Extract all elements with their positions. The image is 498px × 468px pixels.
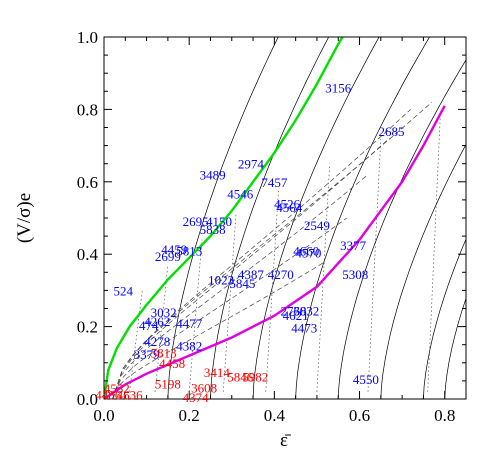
y-tick-label: 0.8 (77, 100, 98, 119)
galaxy-label-524: 524 (113, 283, 133, 298)
galaxy-label-4382: 4382 (176, 338, 202, 353)
model-line-solid (423, 238, 466, 399)
galaxy-label-4550: 4550 (353, 372, 379, 387)
galaxy-label-4552: 4552 (104, 381, 130, 396)
galaxy-label-3608: 3608 (191, 380, 217, 395)
galaxy-label-4278: 4278 (144, 334, 170, 349)
galaxy-label-7457: 7457 (261, 175, 288, 190)
galaxy-label-2695: 2695 (183, 214, 209, 229)
galaxy-label-4660: 4660 (293, 244, 319, 259)
y-tick-label: 0.6 (77, 173, 98, 192)
model-line-dashed (112, 109, 411, 399)
galaxy-label-3032: 3032 (151, 305, 177, 320)
model-line-solid (337, 59, 466, 399)
y-axis-label: (V/σ)e (14, 193, 35, 243)
galaxy-label-3032: 3032 (293, 303, 319, 318)
model-line-solid (252, 37, 380, 399)
galaxy-label-4546: 4546 (227, 187, 254, 202)
y-tick-label: 1.0 (77, 28, 98, 47)
model-lines (112, 37, 466, 399)
galaxy-label-4564: 4564 (276, 200, 303, 215)
model-line-solid (295, 37, 430, 399)
galaxy-label-3414: 3414 (204, 365, 231, 380)
galaxy-label-4486: 4486 (95, 387, 122, 402)
galaxy-label-4459: 4459 (161, 242, 187, 257)
x-tick-label: 0.4 (264, 406, 286, 425)
y-tick-label: 0.2 (77, 318, 98, 337)
galaxy-label-3489: 3489 (200, 168, 226, 183)
galaxy-label-2685: 2685 (379, 124, 405, 139)
galaxy-label-4387: 4387 (238, 267, 265, 282)
galaxy-label-4458: 4458 (159, 356, 185, 371)
model-line-solid (380, 143, 466, 399)
model-line-dotted (129, 290, 143, 392)
galaxy-label-5846: 5846 (227, 370, 254, 385)
model-line-solid (444, 297, 466, 399)
galaxy-label-4570: 4570 (295, 245, 321, 260)
galaxy-label-4636: 4636 (117, 387, 144, 402)
galaxy-label-474: 474 (139, 318, 159, 333)
galaxy-label-3377: 3377 (340, 238, 367, 253)
y-tick-label: 0.4 (77, 245, 99, 264)
model-line-dashed (112, 174, 369, 399)
galaxy-label-5308: 5308 (342, 267, 368, 282)
x-tick-label: 0.2 (179, 406, 200, 425)
galaxy-label-5198: 5198 (155, 376, 181, 391)
x-axis-label: ε̄ (280, 430, 291, 451)
model-line-dotted (265, 188, 279, 392)
model-line-dashed (112, 101, 433, 399)
galaxy-label-3379: 3379 (134, 347, 160, 362)
x-tick-label: 0.0 (93, 406, 114, 425)
galaxy-label-2974: 2974 (238, 157, 265, 172)
highlight-curves (104, 37, 446, 399)
galaxy-label-4477: 4477 (176, 316, 203, 331)
x-tick-label: 0.8 (434, 406, 455, 425)
galaxy-label-4270: 4270 (268, 267, 294, 282)
x-tick-label: 0.6 (349, 406, 370, 425)
y-tick-label: 0.0 (77, 390, 98, 409)
model-line-dotted (367, 138, 382, 392)
galaxy-label-2549: 2549 (304, 218, 330, 233)
model-line-dashed (112, 138, 390, 399)
galaxy-label-5813: 5813 (176, 244, 202, 259)
galaxy-label-4150: 4150 (206, 214, 232, 229)
galaxy-label-5813: 5813 (151, 346, 177, 361)
model-line-solid (210, 37, 330, 399)
galaxy-label-4262: 4262 (144, 314, 170, 329)
galaxy-label-4526: 4526 (274, 197, 301, 212)
galaxy-label-5838: 5838 (200, 222, 226, 237)
galaxy-label-4473: 4473 (291, 320, 317, 335)
galaxy-label-3156: 3156 (325, 81, 352, 96)
galaxy-label-2768: 2768 (281, 303, 307, 318)
model-line-dotted (154, 265, 169, 392)
galaxy-label-4374: 4374 (183, 390, 210, 405)
model-line-dashed (112, 261, 326, 399)
model-line-dotted (222, 214, 237, 392)
model-line-dotted (427, 112, 441, 392)
galaxy-label-5982: 5982 (242, 370, 268, 385)
galaxy-label-2699: 2699 (155, 249, 181, 264)
magenta-curve (104, 105, 446, 399)
galaxy-label-4621: 4621 (283, 308, 309, 323)
axis-ticks: 0.0 0.2 0.4 0.6 0.8 0.0 0.2 0.4 0.6 0.8 1.0 (77, 28, 466, 425)
model-line-dotted (188, 239, 203, 392)
galaxy-label-1023: 1023 (208, 273, 234, 288)
model-line-solid (167, 37, 279, 399)
green-curve (104, 37, 344, 399)
galaxy-label-5845: 5845 (229, 276, 255, 291)
